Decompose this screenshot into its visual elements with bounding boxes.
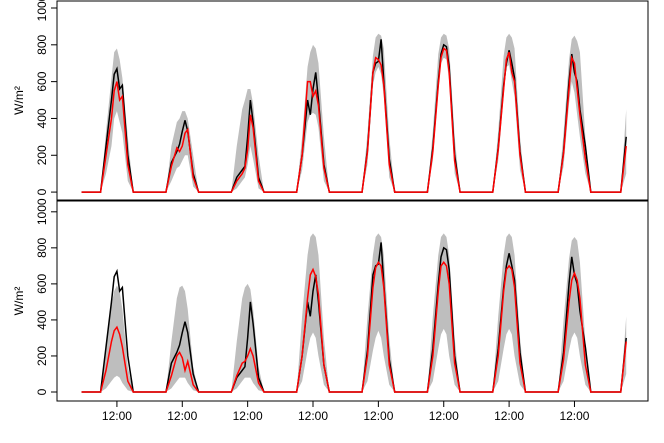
y-tick-label: 1000 [35,198,49,225]
x-tick-label: 12:00 [233,409,263,423]
y-tick-label: 600 [35,71,49,91]
y-tick-label: 1000 [35,0,49,21]
y-tick-label: 0 [35,388,49,395]
y-tick-label: 600 [35,274,49,294]
y-axis-title: W/m² [12,86,26,115]
y-tick-label: 200 [35,346,49,366]
x-tick-label: 12:00 [102,409,132,423]
series-line [81,39,627,193]
plot-frame [56,200,649,402]
x-tick-label: 12:00 [167,409,197,423]
forecast-band [81,233,627,392]
x-tick-label: 12:00 [559,409,589,423]
x-tick-label: 12:00 [494,409,524,423]
x-tick-label: 12:00 [363,409,393,423]
forecast-band [81,33,627,193]
y-axis-title: W/m² [12,287,26,316]
y-tick-label: 200 [35,145,49,165]
y-tick-label: 400 [35,108,49,128]
series-line [81,242,627,393]
x-tick-label: 12:00 [429,409,459,423]
series-line [81,47,627,193]
x-tick-label: 12:00 [298,409,328,423]
y-tick-label: 800 [35,238,49,258]
y-tick-label: 0 [35,188,49,195]
y-tick-label: 800 [35,34,49,54]
plot-frame [56,0,649,201]
series-line [81,260,627,393]
y-tick-label: 400 [35,310,49,330]
